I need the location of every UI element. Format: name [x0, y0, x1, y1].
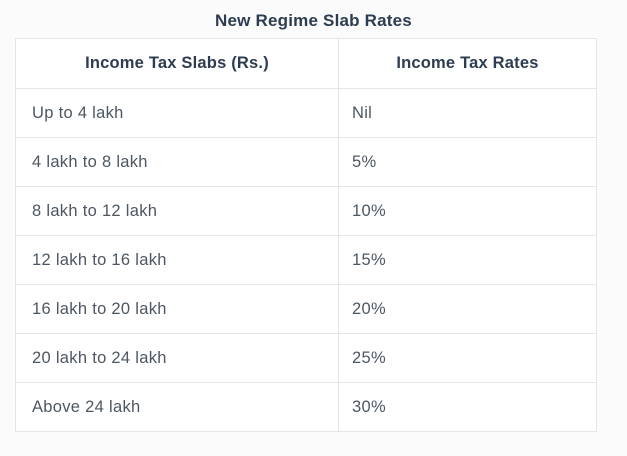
tax-slab-table: Income Tax Slabs (Rs.) Income Tax Rates … — [15, 38, 597, 432]
rate-cell: 15% — [338, 235, 597, 285]
table-header: Income Tax Slabs (Rs.) Income Tax Rates — [15, 38, 597, 89]
rate-cell: 30% — [338, 382, 597, 432]
table-row: 16 lakh to 20 lakh 20% — [15, 284, 597, 334]
slab-cell: Up to 4 lakh — [15, 88, 339, 138]
slab-cell: 8 lakh to 12 lakh — [15, 186, 339, 236]
table-row: 12 lakh to 16 lakh 15% — [15, 235, 597, 285]
table-row: 4 lakh to 8 lakh 5% — [15, 137, 597, 187]
table-row: Above 24 lakh 30% — [15, 382, 597, 432]
table-row: Up to 4 lakh Nil — [15, 88, 597, 138]
column-header-rates: Income Tax Rates — [338, 38, 597, 89]
column-header-slabs: Income Tax Slabs (Rs.) — [15, 38, 339, 89]
rate-cell: 5% — [338, 137, 597, 187]
table-row: 20 lakh to 24 lakh 25% — [15, 333, 597, 383]
table-body: Up to 4 lakh Nil 4 lakh to 8 lakh 5% 8 l… — [15, 88, 597, 432]
rate-cell: 20% — [338, 284, 597, 334]
slab-cell: 4 lakh to 8 lakh — [15, 137, 339, 187]
slab-cell: Above 24 lakh — [15, 382, 339, 432]
page-title: New Regime Slab Rates — [215, 11, 412, 30]
rate-cell: 25% — [338, 333, 597, 383]
slab-cell: 12 lakh to 16 lakh — [15, 235, 339, 285]
slab-cell: 20 lakh to 24 lakh — [15, 333, 339, 383]
rate-cell: 10% — [338, 186, 597, 236]
rate-cell: Nil — [338, 88, 597, 138]
slab-cell: 16 lakh to 20 lakh — [15, 284, 339, 334]
table-row: 8 lakh to 12 lakh 10% — [15, 186, 597, 236]
header-row: Income Tax Slabs (Rs.) Income Tax Rates — [15, 38, 597, 89]
